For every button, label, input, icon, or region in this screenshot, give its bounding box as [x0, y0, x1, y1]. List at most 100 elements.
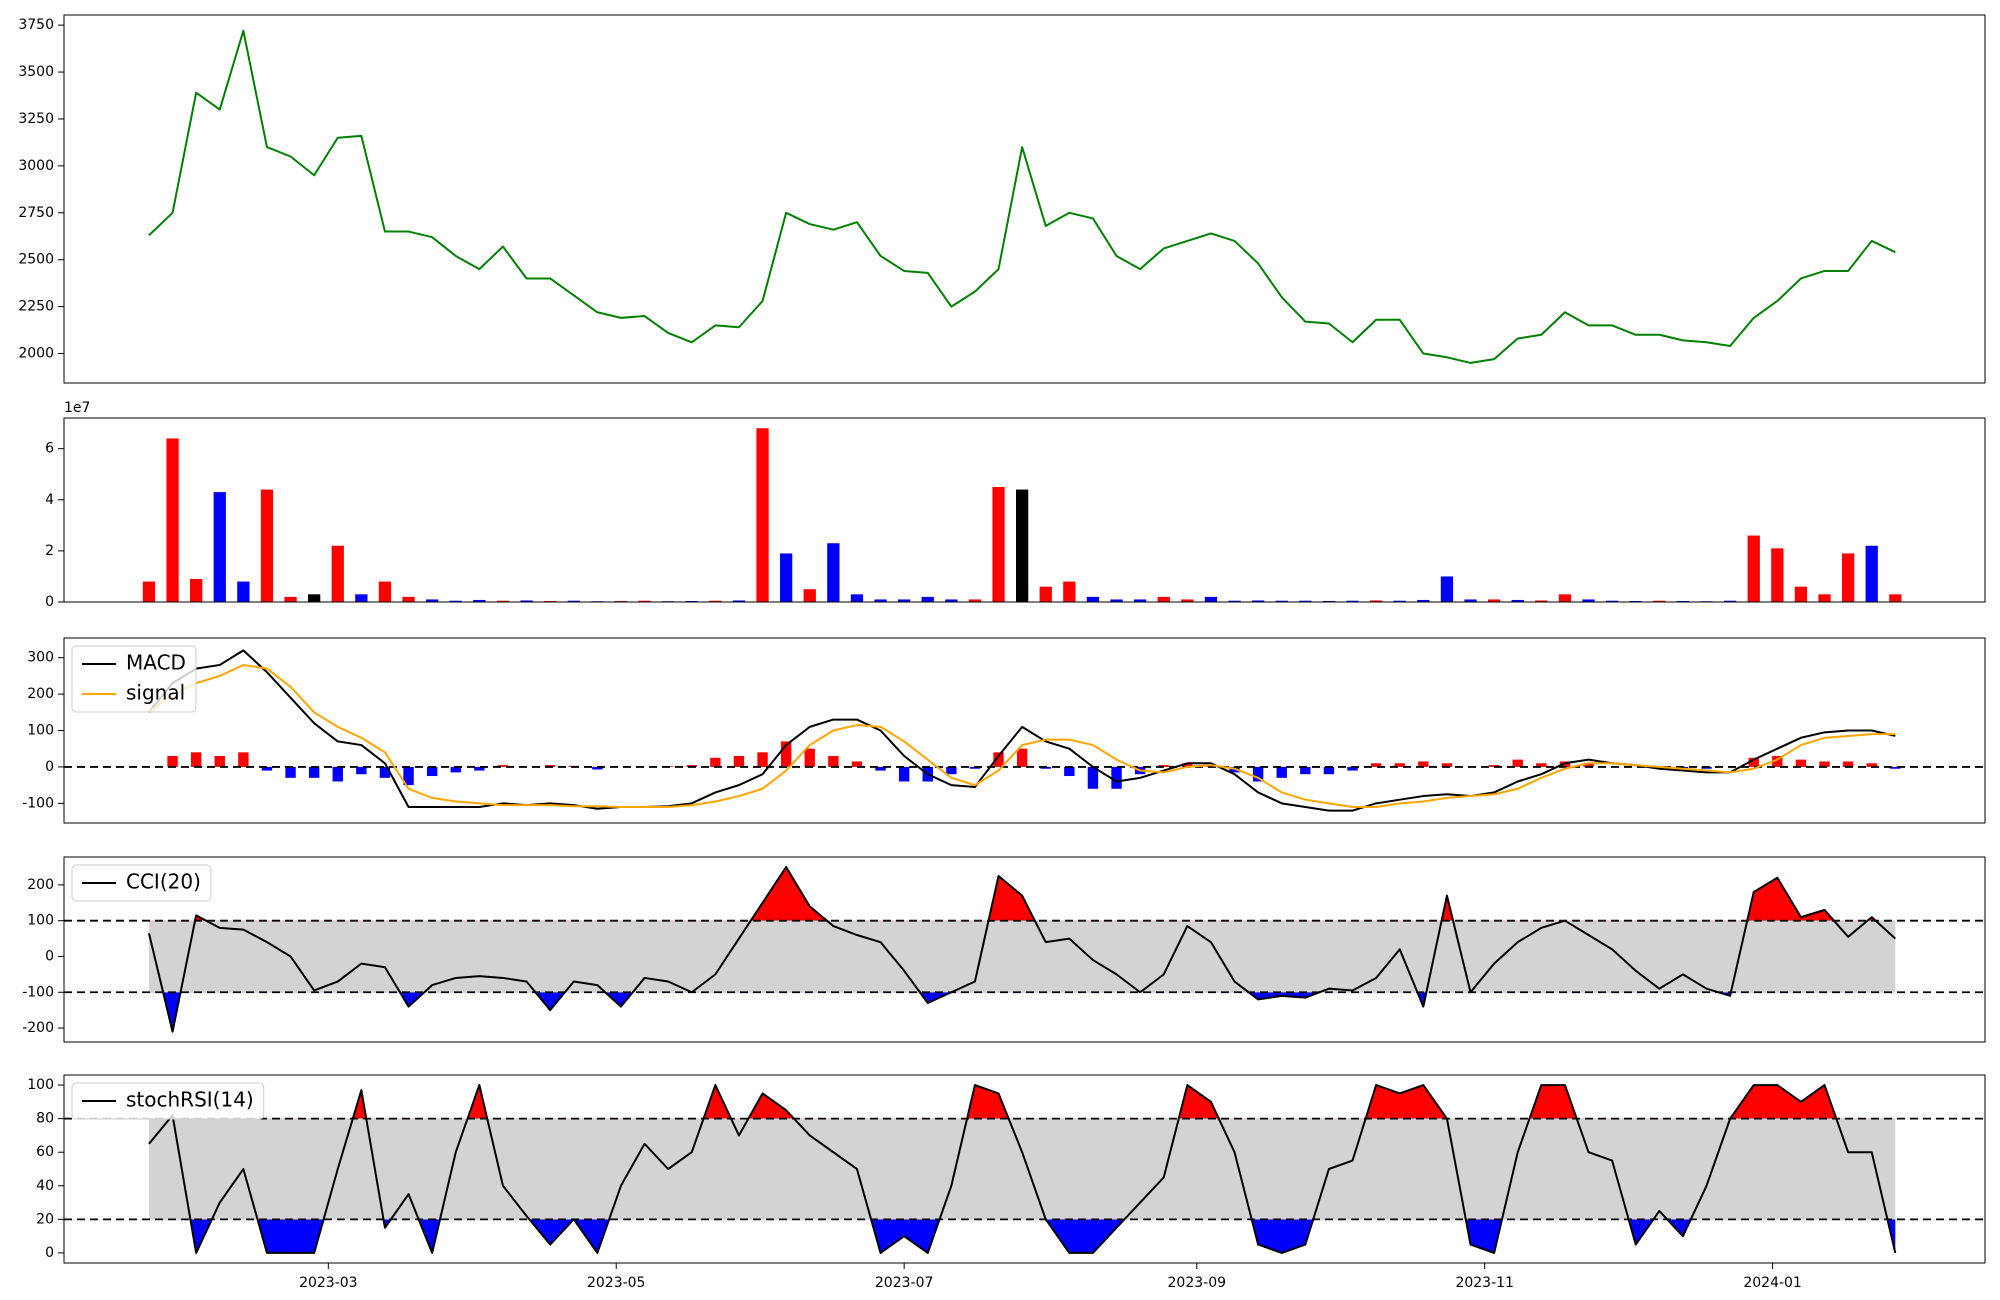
volume-bar: [898, 599, 911, 602]
volume-bar: [1865, 545, 1878, 602]
axes-frame: [63, 14, 1986, 384]
y-tick-label: -100: [22, 984, 54, 1000]
volume-bar: [803, 589, 816, 602]
volume-bar: [1889, 594, 1902, 602]
panel: -100 0 100 200 300 MACD signal: [22, 637, 1986, 824]
oversold-fill: [163, 992, 1731, 1032]
volume-bar: [827, 543, 840, 602]
volume-bar: [1558, 594, 1572, 602]
histogram-bar: [851, 761, 863, 767]
histogram-bar: [497, 765, 509, 767]
histogram-bar: [1795, 759, 1807, 767]
volume-bar: [1582, 599, 1595, 602]
legend: MACD signal: [71, 645, 197, 713]
x-tick-label: 2023-11: [1455, 1275, 1514, 1291]
panel: -200 -100 0 100 200 CCI(20): [22, 856, 1986, 1043]
volume-bar: [732, 600, 746, 602]
histogram-bar: [1701, 766, 1712, 769]
volume-bar: [1794, 586, 1808, 602]
histogram-bar: [238, 752, 249, 767]
volume-bar: [1511, 599, 1524, 602]
legend-label: MACD: [126, 651, 186, 675]
histogram-bar: [1536, 763, 1547, 767]
legend-label: CCI(20): [126, 870, 201, 894]
y-tick-label: 100: [27, 1077, 54, 1093]
volume-bar: [260, 489, 274, 602]
y-tick-label: 3250: [18, 111, 54, 127]
histogram-bar: [167, 755, 178, 767]
volume-bar: [1228, 600, 1241, 602]
volume-bar: [520, 600, 533, 602]
volume-bar: [685, 600, 698, 602]
volume-bar: [1204, 596, 1218, 602]
volume-bar: [1676, 600, 1690, 602]
panel: 0 20 40 60 80 100 2023-03 2023-05 2023-07 2023-09…: [27, 1074, 1986, 1291]
volume-bar: [1039, 586, 1052, 602]
volume-bar: [355, 594, 368, 602]
plot-area: [142, 428, 1902, 602]
histogram-bar: [1323, 766, 1335, 775]
overbought-fill: [148, 867, 1896, 921]
threshold-band: [148, 920, 1896, 993]
y-tick-label: 2: [45, 543, 54, 559]
histogram-bar: [1300, 766, 1311, 775]
y-tick-label: 0: [45, 1245, 54, 1261]
volume-bar: [1275, 600, 1288, 602]
legend: CCI(20): [71, 864, 212, 902]
volume-bar: [1299, 600, 1312, 602]
histogram-bar: [1890, 766, 1901, 769]
plot-area: [64, 649, 1985, 812]
y-tick-label: 2750: [18, 205, 54, 221]
volume-bar: [1629, 600, 1642, 602]
y-tick-label: 300: [27, 650, 54, 666]
y-tick-label: 100: [27, 723, 54, 739]
y-tick-label: 200: [27, 877, 54, 893]
volume-bar: [237, 581, 250, 602]
overbought-fill: [148, 1085, 1896, 1119]
plot-area: [64, 866, 1985, 1033]
histogram-bar: [356, 766, 367, 775]
threshold-band: [148, 1118, 1896, 1220]
y-tick-label: 6: [45, 441, 54, 457]
histogram-bar: [1158, 765, 1169, 767]
series-line: [148, 649, 1896, 812]
volume-bar: [1322, 600, 1336, 602]
y-tick-label: -100: [22, 795, 54, 811]
legend-label: signal: [126, 681, 185, 705]
series-line: [147, 866, 1896, 1033]
histogram-bar: [379, 766, 391, 778]
volume-bar: [1369, 600, 1383, 602]
legend: stochRSI(14): [71, 1082, 265, 1120]
volume-bar: [780, 553, 793, 602]
volume-bar: [1653, 600, 1666, 602]
volume-bar: [1464, 599, 1477, 602]
x-tick-label: 2024-01: [1743, 1275, 1802, 1291]
histogram-bar: [757, 752, 768, 767]
histogram-bar: [828, 755, 839, 767]
histogram-bar: [1182, 763, 1193, 767]
histogram-bar: [474, 766, 485, 771]
y-tick-label: 40: [36, 1178, 54, 1194]
volume-bar: [874, 599, 887, 602]
volume-bar: [709, 600, 722, 602]
volume-bar: [496, 600, 510, 602]
histogram-bar: [332, 766, 343, 782]
y-tick-label: 0: [45, 759, 54, 775]
histogram-bar: [214, 755, 225, 767]
y-tick-label: 2250: [18, 299, 54, 315]
histogram-bar: [308, 766, 320, 778]
histogram-bar: [1488, 765, 1500, 767]
histogram-bar: [450, 766, 461, 773]
volume-bar: [544, 600, 557, 602]
series-line: [148, 1084, 1897, 1254]
volume-bar: [190, 579, 203, 602]
volume-bar: [1487, 599, 1501, 602]
y-tick-label: -200: [22, 1020, 54, 1036]
histogram-bar: [1866, 763, 1877, 767]
histogram-bar: [544, 765, 556, 767]
volume-bar: [449, 600, 462, 602]
histogram-bar: [804, 748, 815, 767]
volume-bar: [1157, 596, 1170, 602]
volume-bar: [1110, 599, 1123, 602]
